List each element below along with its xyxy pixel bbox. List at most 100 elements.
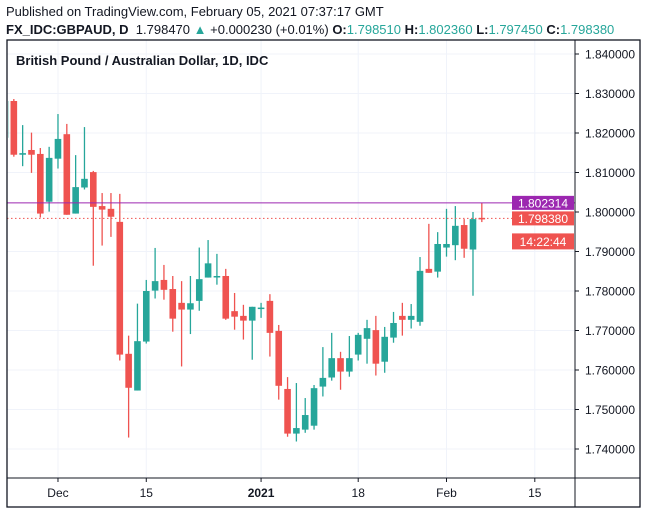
candle-body [142,291,150,342]
candle-body [284,388,291,434]
candle-body [301,415,309,430]
price-change: +0.000230 (+0.01%) [210,22,329,37]
chart-title: British Pound / Australian Dollar, 1D, I… [16,53,269,68]
last-price-label: 1.798380 [518,212,568,226]
high-value: 1.802360 [418,22,473,37]
grid-lines [7,40,575,478]
candle-body [257,307,265,310]
candle-body [319,377,327,387]
candle-up [54,114,62,169]
candle-body [63,134,71,215]
candle-body [98,206,106,210]
candle-down [98,193,106,246]
candle-body [407,315,415,320]
candle-up [204,240,212,278]
candle-body [187,303,194,310]
candle-down [275,324,283,400]
candle-down [90,170,97,266]
candle-up [81,127,88,190]
candle-body [434,243,441,272]
candle-up [142,279,150,344]
x-tick-label: 15 [528,486,542,500]
last-price-label-bg [512,211,574,226]
triangle-up-icon: ▲ [193,22,207,37]
low-value: 1.797450 [488,22,543,37]
y-tick-label: 1.780000 [585,285,635,299]
candle-up [328,332,336,381]
candle-body [81,178,88,188]
y-tick-label: 1.820000 [585,127,635,141]
candle-body [222,275,230,319]
candle-up [257,302,265,318]
candle-down [266,294,274,357]
candle-up [19,125,26,167]
candle-body [231,311,238,317]
candle-body [328,358,336,378]
candle-body [107,208,115,217]
candle-up [213,253,221,285]
candle-body [469,219,477,250]
candle-down [399,302,406,336]
low-label: L: [476,22,489,37]
candle-body [8,101,9,138]
candle-up [354,332,362,361]
candle-body [266,300,274,333]
y-tick-label: 1.810000 [585,166,635,180]
candles [8,99,486,442]
candle-up [452,206,459,261]
candle-body [293,428,300,434]
candle-up [346,336,353,377]
candle-body [195,279,203,301]
candle-down [160,264,168,300]
symbol-info-bar: FX_IDC:GBPAUD, D 1.798470 ▲ +0.000230 (+… [6,22,614,37]
open-value: 1.798510 [346,22,401,37]
published-caption: Published on TradingView.com, February 0… [6,4,384,19]
candle-body [310,388,318,426]
countdown-label-bg [512,233,574,250]
candle-up [8,101,9,138]
candle-up [363,319,371,364]
candle-body [160,279,168,290]
y-tick-label: 1.750000 [585,403,635,417]
candle-up [434,232,441,278]
high-label: H: [404,22,419,37]
price-line-label: 1.802314 [518,196,568,210]
candle-up [301,398,309,433]
candle-body [54,138,62,159]
candle-body [169,289,177,319]
candle-up [151,247,159,299]
candle-body [90,172,97,207]
chart-frame [6,39,641,508]
close-label: C: [546,22,561,37]
candle-down [460,219,468,258]
candle-body [337,358,344,372]
x-tick-label: Feb [436,486,457,500]
candle-body [37,153,44,214]
y-tick-label: 1.740000 [585,443,635,457]
candle-up [469,212,477,296]
candle-body [19,153,26,155]
x-tick-label: Dec [47,486,68,500]
candle-down [10,99,18,157]
close-value: 1.798380 [560,22,615,37]
candle-body [45,157,53,202]
candle-body [213,275,221,278]
x-tick-label: 2021 [248,486,275,500]
candle-up [248,306,256,360]
candle-down [125,335,132,438]
candle-body [354,334,362,355]
y-tick-label: 1.840000 [585,48,635,62]
candle-down [425,223,433,273]
price-lines [7,202,575,219]
candle-body [478,217,486,220]
candle-down [116,193,124,361]
candle-up [443,208,450,257]
candle-body [10,101,18,155]
candle-up [293,383,300,442]
candle-body [240,315,247,321]
y-tick-label: 1.830000 [585,87,635,101]
candle-up [72,155,79,214]
candle-down [231,292,238,330]
candle-up [381,326,388,373]
